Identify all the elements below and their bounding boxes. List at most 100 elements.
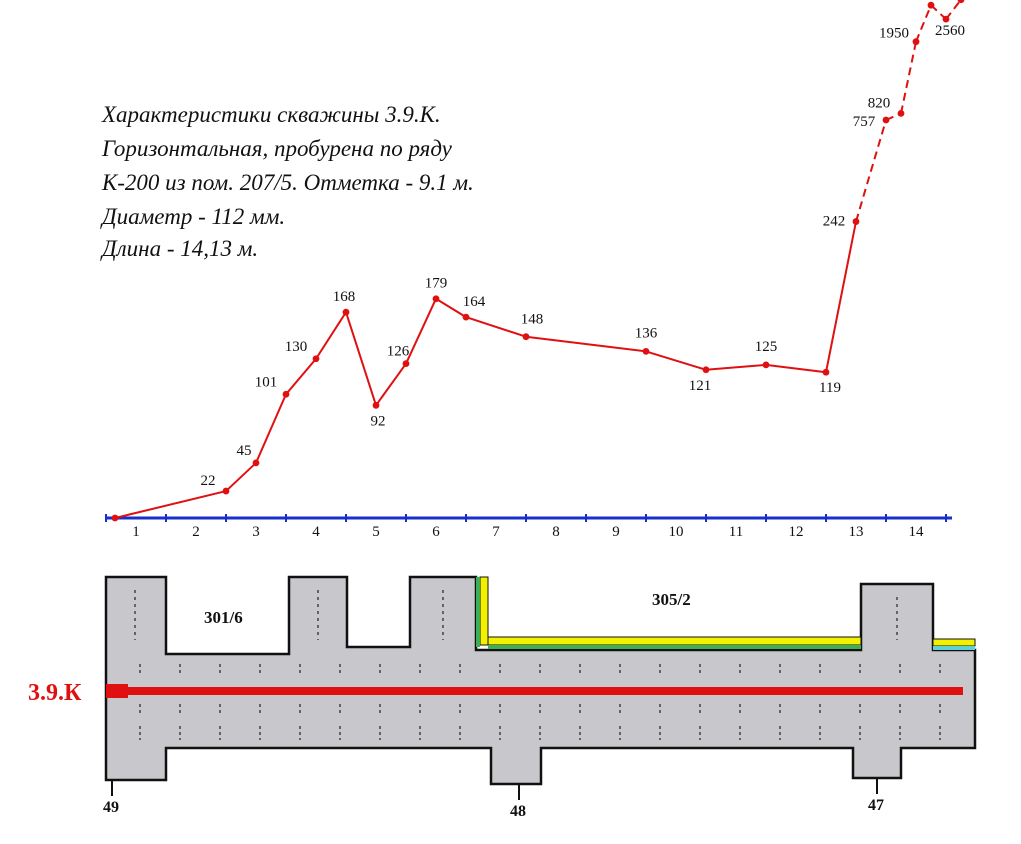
x-tick-label-1: 1 <box>132 524 140 540</box>
x-tick-label-4: 4 <box>312 524 320 540</box>
data-label-164: 164 <box>463 294 486 310</box>
series-segment-19 <box>930 4 947 20</box>
data-point-12 <box>702 366 710 374</box>
data-label-121: 121 <box>689 378 712 394</box>
series-segment-13 <box>765 363 827 374</box>
room-label-305-2: 305/2 <box>652 590 691 609</box>
insulation-vertical-green <box>476 577 480 647</box>
data-point-6 <box>372 401 380 409</box>
data-label-22: 22 <box>201 473 216 489</box>
data-point-20 <box>942 15 950 23</box>
insulation-right-cyan <box>933 646 975 650</box>
data-label-45: 45 <box>237 443 252 459</box>
data-point-0 <box>111 514 119 522</box>
description-line-2: Горизонтальная, пробурена по ряду <box>101 136 453 161</box>
well-label: 3.9.К <box>28 680 82 706</box>
series-segment-12 <box>705 363 767 371</box>
data-point-21 <box>957 0 965 4</box>
data-point-8 <box>432 295 440 303</box>
data-point-16 <box>882 116 890 124</box>
axis-marker-47: 47 <box>868 797 884 814</box>
x-axis-ticks <box>105 514 947 522</box>
borehole-collar <box>106 684 128 698</box>
data-point-3 <box>282 390 290 398</box>
series-segment-18 <box>915 4 932 43</box>
series-segment-2 <box>255 393 287 464</box>
x-axis-tick-labels: 1 2 3 4 5 6 7 8 9 10 11 12 13 14 <box>132 524 924 540</box>
data-label-168: 168 <box>333 289 356 305</box>
data-point-10 <box>522 333 530 341</box>
series-segment-15 <box>855 119 887 222</box>
data-label-2560: 2560 <box>935 23 965 39</box>
series-segment-14 <box>825 221 857 373</box>
data-label-130: 130 <box>285 339 308 355</box>
axis-marker-48: 48 <box>510 803 526 820</box>
series-segment-20 <box>945 0 962 20</box>
axis-marker-49: 49 <box>103 799 119 816</box>
data-point-19 <box>927 1 935 9</box>
data-labels: 22 45 101 130 168 92 126 179 164 148 136 121 125 119 2… <box>201 0 966 489</box>
series-segment-0 <box>114 490 227 519</box>
borehole-line <box>106 687 963 695</box>
x-tick-label-8: 8 <box>552 524 560 540</box>
wall-texture <box>134 590 941 740</box>
x-tick-label-13: 13 <box>849 524 864 540</box>
data-label-125: 125 <box>755 339 778 355</box>
data-point-4 <box>312 355 320 363</box>
series-segment-5 <box>345 311 377 406</box>
gas-profile-chart: 1 2 3 4 5 6 7 8 9 10 11 12 13 14 22451011301689212617… <box>105 0 966 540</box>
x-tick-label-5: 5 <box>372 524 380 540</box>
data-point-1 <box>222 487 230 495</box>
data-label-820: 820 <box>868 95 891 111</box>
series-line <box>114 0 962 519</box>
data-label-1950: 1950 <box>879 26 909 42</box>
description-line-5: Длина - 14,13 м. <box>100 236 258 261</box>
x-tick-label-11: 11 <box>729 524 743 540</box>
data-point-18 <box>912 38 920 46</box>
data-label-242: 242 <box>823 214 846 230</box>
data-label-136: 136 <box>635 325 658 341</box>
x-tick-label-2: 2 <box>192 524 200 540</box>
data-label-92: 92 <box>371 413 386 429</box>
x-tick-label-6: 6 <box>432 524 440 540</box>
series-segment-9 <box>465 316 527 338</box>
x-tick-label-3: 3 <box>252 524 260 540</box>
description-line-4: Диаметр - 112 мм. <box>100 204 285 229</box>
x-tick-label-7: 7 <box>492 524 500 540</box>
x-tick-label-9: 9 <box>612 524 620 540</box>
data-point-15 <box>852 218 860 225</box>
insulation-floor-yellow <box>487 636 862 646</box>
room-label-301-6: 301/6 <box>204 608 243 627</box>
x-tick-label-12: 12 <box>789 524 804 540</box>
insulation-floor-green <box>488 645 861 649</box>
data-label-3030: 3030 <box>888 0 918 3</box>
data-point-17 <box>897 110 905 117</box>
series-segment-8 <box>435 297 467 318</box>
data-point-9 <box>462 313 470 321</box>
series-points <box>111 0 965 522</box>
description-line-3: К-200 из пом. 207/5. Отметка - 9.1 м. <box>101 170 474 195</box>
series-segment-7 <box>405 298 437 365</box>
series-segment-3 <box>285 358 317 395</box>
series-segment-17 <box>900 41 917 114</box>
data-point-7 <box>402 360 410 368</box>
data-point-2 <box>252 459 260 467</box>
data-label-126: 126 <box>387 344 410 360</box>
series-segment-1 <box>225 462 257 492</box>
insulation-right-yellow <box>932 638 976 647</box>
x-tick-label-14: 14 <box>909 524 925 540</box>
series-segment-6 <box>375 363 407 406</box>
structure-cross-section: 3.9.К 301/6 305/2 49 48 47 <box>28 575 977 820</box>
series-segment-11 <box>645 350 707 371</box>
data-label-757: 757 <box>853 114 876 130</box>
description-line-1: Характеристики скважины 3.9.К. <box>101 102 441 127</box>
data-point-14 <box>822 368 830 376</box>
data-point-5 <box>342 308 350 316</box>
data-point-11 <box>642 348 650 355</box>
x-tick-label-10: 10 <box>669 524 684 540</box>
data-label-101: 101 <box>255 374 278 390</box>
data-label-119: 119 <box>819 380 841 396</box>
data-label-148: 148 <box>521 312 544 328</box>
series-segment-4 <box>315 311 347 360</box>
